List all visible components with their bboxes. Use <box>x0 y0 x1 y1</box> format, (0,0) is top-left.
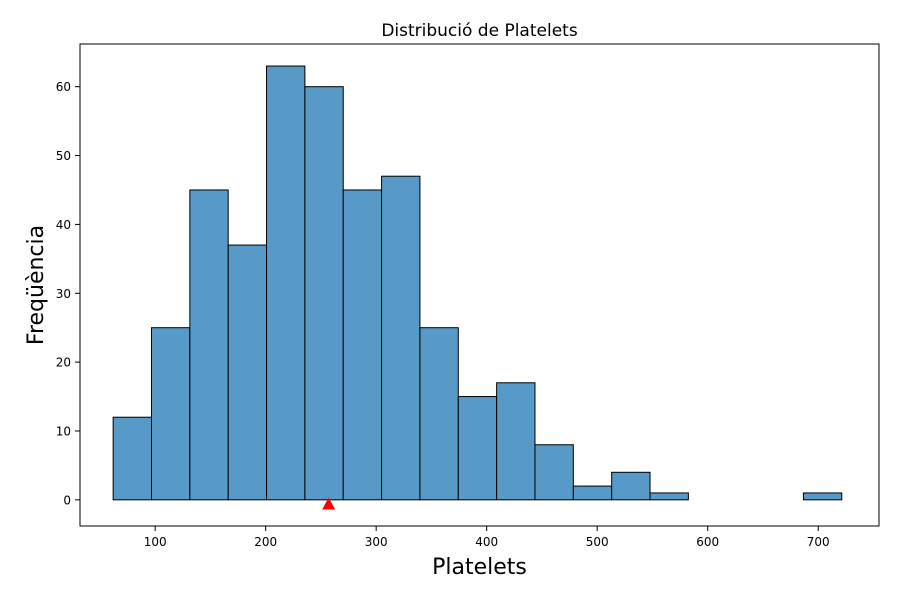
x-tick-label: 100 <box>144 535 167 549</box>
histogram-bar <box>151 327 191 501</box>
y-tick-label: 0 <box>63 493 71 507</box>
marker-group <box>322 497 336 510</box>
histogram-bar <box>304 86 344 501</box>
x-tick-label: 700 <box>807 535 830 549</box>
histogram-bar <box>802 492 843 501</box>
y-tick-label: 50 <box>56 149 71 163</box>
histogram-bar <box>266 65 306 501</box>
histogram-bar <box>496 382 536 501</box>
x-tick-label: 200 <box>254 535 277 549</box>
y-tick-label: 20 <box>56 356 71 370</box>
histogram-bar <box>611 471 651 501</box>
y-axis-label: Freqüència <box>24 225 49 345</box>
y-tick-label: 40 <box>56 218 71 232</box>
histogram-bar <box>419 327 459 501</box>
x-tick-label: 500 <box>586 535 609 549</box>
histogram-bar <box>227 244 268 501</box>
x-tick-label: 400 <box>475 535 498 549</box>
bars-group <box>112 65 843 501</box>
y-tick-label: 60 <box>56 80 71 94</box>
histogram-bar <box>572 485 613 501</box>
y-tick-label: 10 <box>56 424 71 438</box>
histogram-bar <box>112 416 153 501</box>
y-axis-ticks: 0 10 20 30 40 50 60 <box>56 80 80 507</box>
x-tick-label: 300 <box>365 535 388 549</box>
x-axis-label: Platelets <box>432 555 527 580</box>
plot-frame <box>79 43 880 527</box>
histogram-bar <box>189 189 229 501</box>
y-tick-label: 30 <box>56 287 71 301</box>
histogram-bar <box>381 175 421 501</box>
x-axis-ticks: 100 200 300 400 500 600 700 <box>144 526 830 549</box>
chart-title: Distribució de Platelets <box>381 21 578 41</box>
histogram-bar <box>342 189 383 501</box>
x-tick-label: 600 <box>696 535 719 549</box>
histogram-bar <box>457 396 498 501</box>
histogram-bar <box>649 492 689 501</box>
mean-marker <box>322 497 336 510</box>
histogram-bar <box>534 444 574 501</box>
